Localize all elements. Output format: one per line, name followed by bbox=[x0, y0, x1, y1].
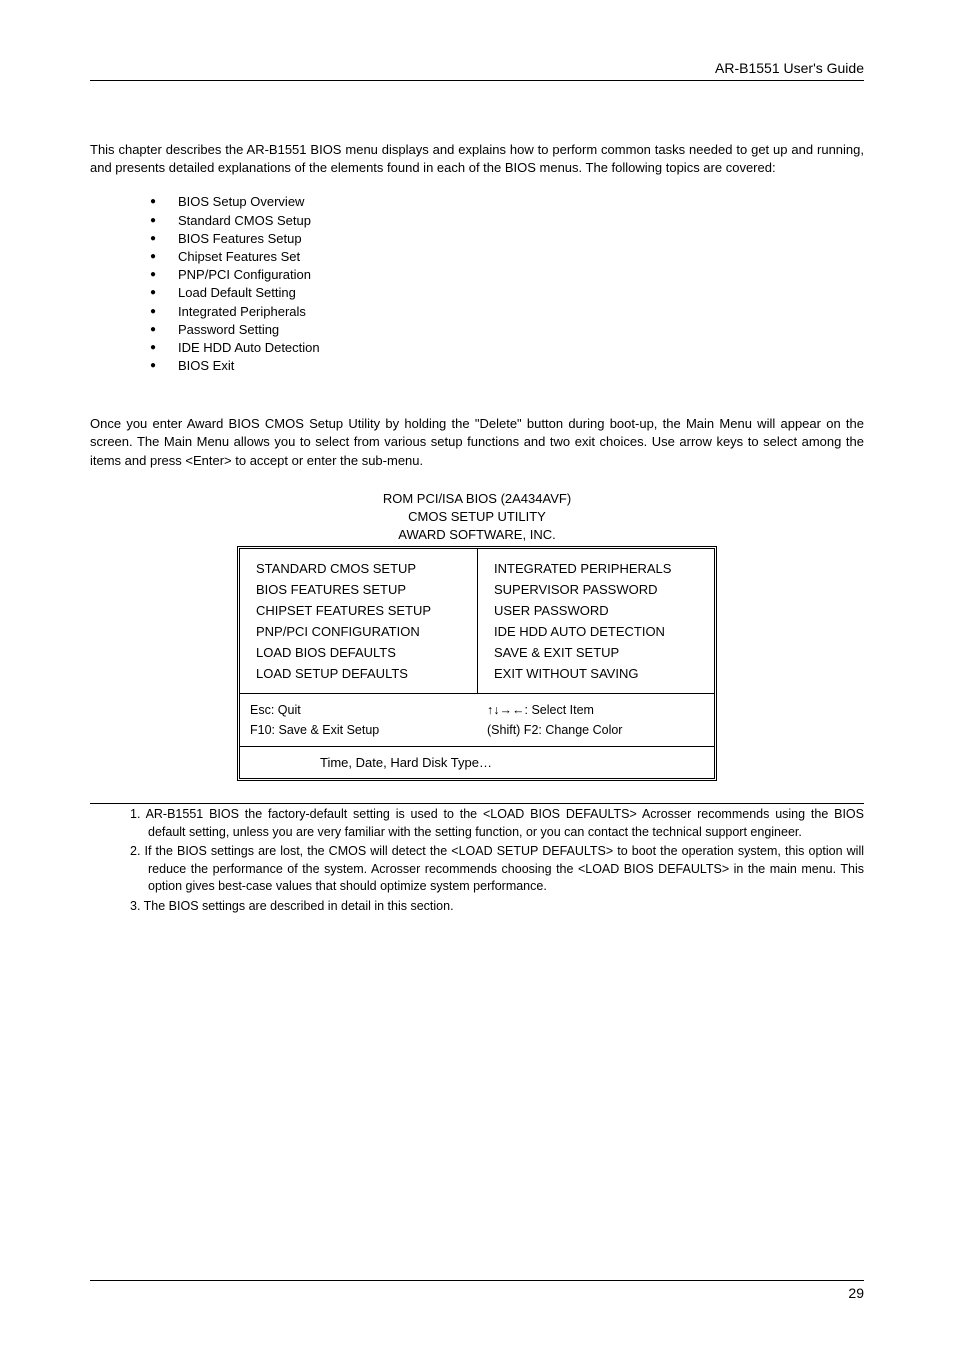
menu-item: EXIT WITHOUT SAVING bbox=[494, 666, 706, 681]
help-text: F10: Save & Exit Setup bbox=[250, 720, 467, 740]
bios-right-column: INTEGRATED PERIPHERALS SUPERVISOR PASSWO… bbox=[477, 549, 714, 693]
bios-title-2: CMOS SETUP UTILITY bbox=[90, 508, 864, 526]
header-title: AR-B1551 User's Guide bbox=[90, 60, 864, 76]
list-item: IDE HDD Auto Detection bbox=[150, 339, 864, 357]
bios-header: ROM PCI/ISA BIOS (2A434AVF) CMOS SETUP U… bbox=[90, 490, 864, 545]
topic-list: BIOS Setup Overview Standard CMOS Setup … bbox=[90, 193, 864, 375]
list-item: Chipset Features Set bbox=[150, 248, 864, 266]
list-item: Integrated Peripherals bbox=[150, 303, 864, 321]
header-rule bbox=[90, 80, 864, 81]
list-item: BIOS Exit bbox=[150, 357, 864, 375]
menu-item: CHIPSET FEATURES SETUP bbox=[256, 603, 469, 618]
note-item: 2. If the BIOS settings are lost, the CM… bbox=[130, 843, 864, 896]
bios-status-row: Time, Date, Hard Disk Type… bbox=[240, 746, 714, 778]
note-rule bbox=[90, 803, 864, 804]
bios-help-row: Esc: Quit F10: Save & Exit Setup ↑↓→←: S… bbox=[240, 693, 714, 746]
list-item: BIOS Setup Overview bbox=[150, 193, 864, 211]
list-item: BIOS Features Setup bbox=[150, 230, 864, 248]
menu-item: LOAD SETUP DEFAULTS bbox=[256, 666, 469, 681]
status-text: Time, Date, Hard Disk Type… bbox=[250, 755, 704, 770]
help-text: Esc: Quit bbox=[250, 700, 467, 720]
help-text: ↑↓→←: Select Item bbox=[487, 700, 704, 720]
list-item: Standard CMOS Setup bbox=[150, 212, 864, 230]
notes-section: 1. AR-B1551 BIOS the factory-default set… bbox=[90, 806, 864, 915]
menu-item: LOAD BIOS DEFAULTS bbox=[256, 645, 469, 660]
page-number: 29 bbox=[90, 1285, 864, 1301]
menu-item: SAVE & EXIT SETUP bbox=[494, 645, 706, 660]
menu-item: BIOS FEATURES SETUP bbox=[256, 582, 469, 597]
list-item: Load Default Setting bbox=[150, 284, 864, 302]
intro-paragraph: This chapter describes the AR-B1551 BIOS… bbox=[90, 141, 864, 177]
bios-help-left: Esc: Quit F10: Save & Exit Setup bbox=[240, 694, 477, 746]
menu-item: STANDARD CMOS SETUP bbox=[256, 561, 469, 576]
list-item: Password Setting bbox=[150, 321, 864, 339]
help-text: (Shift) F2: Change Color bbox=[487, 720, 704, 740]
menu-item: SUPERVISOR PASSWORD bbox=[494, 582, 706, 597]
overview-paragraph: Once you enter Award BIOS CMOS Setup Uti… bbox=[90, 415, 864, 470]
footer-rule bbox=[90, 1280, 864, 1281]
note-item: 3. The BIOS settings are described in de… bbox=[130, 898, 864, 916]
menu-item: IDE HDD AUTO DETECTION bbox=[494, 624, 706, 639]
footer: 29 bbox=[90, 1280, 864, 1301]
page-container: AR-B1551 User's Guide This chapter descr… bbox=[0, 0, 954, 1351]
menu-item: PNP/PCI CONFIGURATION bbox=[256, 624, 469, 639]
bios-title-3: AWARD SOFTWARE, INC. bbox=[90, 526, 864, 544]
bios-left-column: STANDARD CMOS SETUP BIOS FEATURES SETUP … bbox=[240, 549, 477, 693]
menu-item: INTEGRATED PERIPHERALS bbox=[494, 561, 706, 576]
bios-help-right: ↑↓→←: Select Item (Shift) F2: Change Col… bbox=[477, 694, 714, 746]
menu-item: USER PASSWORD bbox=[494, 603, 706, 618]
bios-menu-box: STANDARD CMOS SETUP BIOS FEATURES SETUP … bbox=[237, 546, 717, 781]
bios-title-1: ROM PCI/ISA BIOS (2A434AVF) bbox=[90, 490, 864, 508]
bios-menu-row: STANDARD CMOS SETUP BIOS FEATURES SETUP … bbox=[240, 549, 714, 693]
note-item: 1. AR-B1551 BIOS the factory-default set… bbox=[130, 806, 864, 841]
list-item: PNP/PCI Configuration bbox=[150, 266, 864, 284]
